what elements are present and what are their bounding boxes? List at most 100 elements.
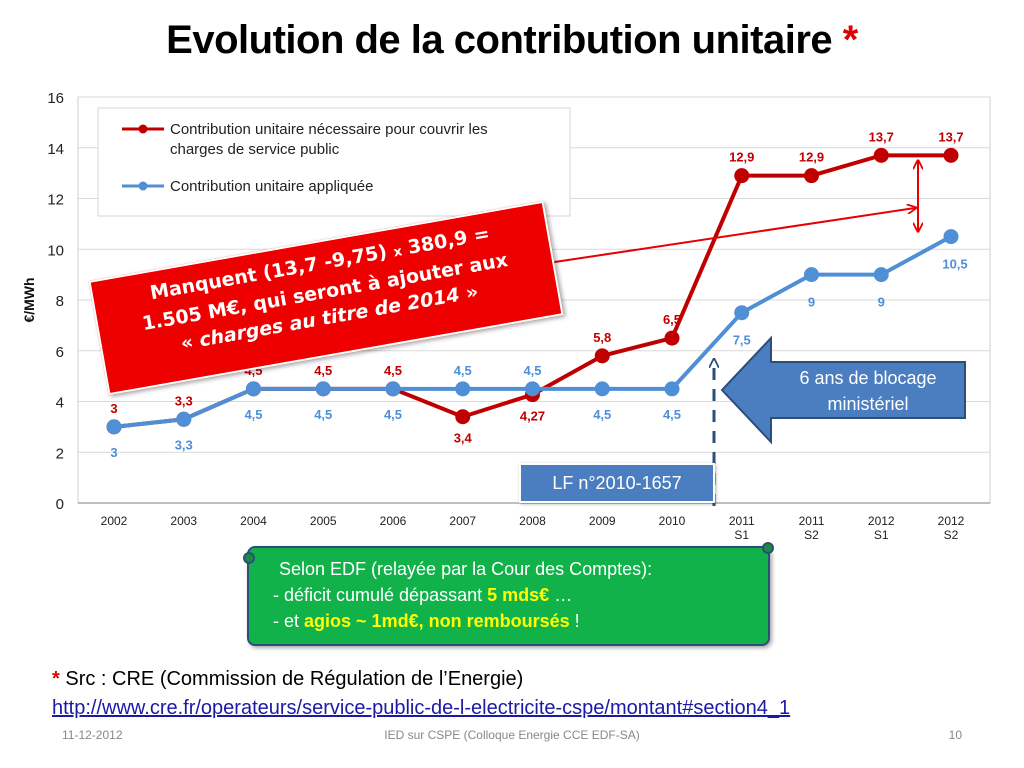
x-tick-label: 2007	[449, 514, 476, 528]
line-chart: 0 2 4 6 8 10 12 14 16 €/MWh 2002 2003 2004 2005 2006 20…	[21, 90, 991, 542]
data-label: 6,5	[663, 312, 681, 327]
blocage-arrow-shape	[720, 335, 966, 445]
data-point	[176, 411, 192, 427]
edf-line3-a: - et	[273, 611, 300, 631]
edf-line2-c: …	[554, 585, 573, 605]
data-label: 5,8	[593, 330, 611, 345]
data-label: 4,5	[314, 407, 332, 422]
x-tick-label: 2004	[240, 514, 267, 528]
x-tick-label: 2012	[868, 514, 895, 528]
x-tick-label: S2	[944, 528, 959, 542]
data-label: 3	[110, 401, 117, 416]
data-label: 4,27	[520, 409, 545, 424]
data-point	[943, 147, 959, 163]
data-label: 3,4	[454, 431, 473, 446]
data-label: 4,5	[384, 407, 402, 422]
y-tick-label: 12	[47, 192, 64, 209]
page-title: Evolution de la contribution unitaire *	[0, 18, 1024, 63]
data-label: 9	[808, 295, 815, 310]
data-label: 4,5	[523, 363, 541, 378]
data-point	[804, 168, 819, 184]
y-tick-label: 2	[56, 445, 64, 462]
data-label: 10,5	[942, 257, 967, 272]
y-tick-label: 10	[47, 242, 64, 259]
edf-line2-b: 5 mds€	[487, 585, 550, 605]
x-tick-label: 2006	[380, 514, 407, 528]
y-tick-label: 14	[47, 141, 64, 158]
data-point	[455, 409, 471, 425]
data-label: 4,5	[384, 363, 402, 378]
page-number: 10	[948, 728, 962, 742]
deficit-line3-close: »	[464, 280, 480, 305]
data-label: 3	[110, 445, 117, 460]
deficit-line3-open: «	[178, 330, 195, 355]
lf-law-box: LF n°2010-1657	[519, 463, 715, 503]
legend-swatch-marker	[138, 124, 148, 134]
x-tick-label: 2011	[729, 514, 755, 528]
data-point	[734, 168, 750, 184]
edf-line3-c: !	[574, 611, 580, 631]
data-label: 4,5	[593, 407, 611, 422]
legend-swatch-marker	[138, 181, 148, 191]
data-point	[594, 348, 610, 364]
x-tick-label: 2003	[170, 514, 197, 528]
data-point	[594, 381, 610, 397]
blocage-line1: 6 ans de blocage	[799, 368, 936, 388]
y-tick-label: 4	[56, 395, 64, 412]
data-label: 12,9	[799, 150, 824, 165]
data-point	[385, 381, 401, 397]
edf-line3-b: agios ~ 1md€, non remboursés	[304, 611, 570, 631]
data-label: 4,5	[244, 407, 262, 422]
edf-line2-a: - déficit cumulé dépassant	[273, 585, 483, 605]
data-point	[315, 381, 331, 397]
x-tick-label: S2	[804, 528, 819, 542]
data-point	[873, 147, 889, 163]
data-label: 4,5	[663, 407, 681, 422]
y-tick-label: 16	[47, 90, 64, 107]
x-tick-label: 2005	[310, 514, 337, 528]
y-tick-label: 8	[56, 293, 64, 310]
x-tick-label: 2002	[101, 514, 128, 528]
x-tick-label: 2008	[519, 514, 546, 528]
title-asterisk: *	[842, 18, 859, 62]
data-point	[664, 381, 680, 397]
blocage-line2: ministériel	[827, 394, 908, 414]
legend-entry-text: Contribution unitaire appliquée	[170, 178, 373, 195]
data-label: 3,3	[175, 393, 193, 408]
data-label: 9	[878, 295, 885, 310]
footer-date: 11-12-2012	[62, 728, 123, 742]
x-tick-label: 2010	[659, 514, 686, 528]
y-axis-label: €/MWh	[21, 277, 37, 322]
legend-entry-text: Contribution unitaire nécessaire pour co…	[170, 121, 488, 138]
title-text: Evolution de la contribution unitaire	[166, 18, 833, 62]
edf-line1: Selon EDF (relayée par la Cour des Compt…	[279, 559, 653, 579]
data-point	[246, 381, 261, 397]
data-label: 13,7	[869, 129, 894, 144]
legend-entry-text: charges de service public	[170, 141, 340, 158]
source-text: Src : CRE (Commission de Régulation de l…	[65, 668, 524, 690]
data-label: 3,3	[175, 437, 193, 452]
source-link[interactable]: http://www.cre.fr/operateurs/service-pub…	[52, 697, 791, 719]
source-line: * Src : CRE (Commission de Régulation de…	[52, 668, 523, 691]
data-point	[804, 267, 819, 283]
source-asterisk: *	[52, 668, 60, 690]
data-point	[525, 381, 540, 397]
data-point	[106, 419, 122, 435]
x-tick-label: S1	[734, 528, 749, 542]
data-label: 12,9	[729, 150, 754, 165]
data-point	[734, 305, 750, 321]
data-point	[873, 267, 889, 283]
y-tick-label: 6	[56, 344, 64, 361]
data-label: 4,5	[314, 363, 332, 378]
legend-box	[97, 107, 571, 217]
footer-title: IED sur CSPE (Colloque Energie CCE EDF-S…	[384, 728, 640, 742]
data-point	[455, 381, 471, 397]
data-point	[943, 229, 959, 245]
x-tick-label: 2009	[589, 514, 616, 528]
deficit-arrow	[547, 208, 915, 264]
data-point	[664, 330, 680, 346]
y-tick-label: 0	[56, 496, 64, 513]
x-tick-label: 2011	[799, 514, 825, 528]
data-label: 7,5	[733, 333, 751, 348]
scroll-curl-top-icon	[243, 552, 255, 564]
